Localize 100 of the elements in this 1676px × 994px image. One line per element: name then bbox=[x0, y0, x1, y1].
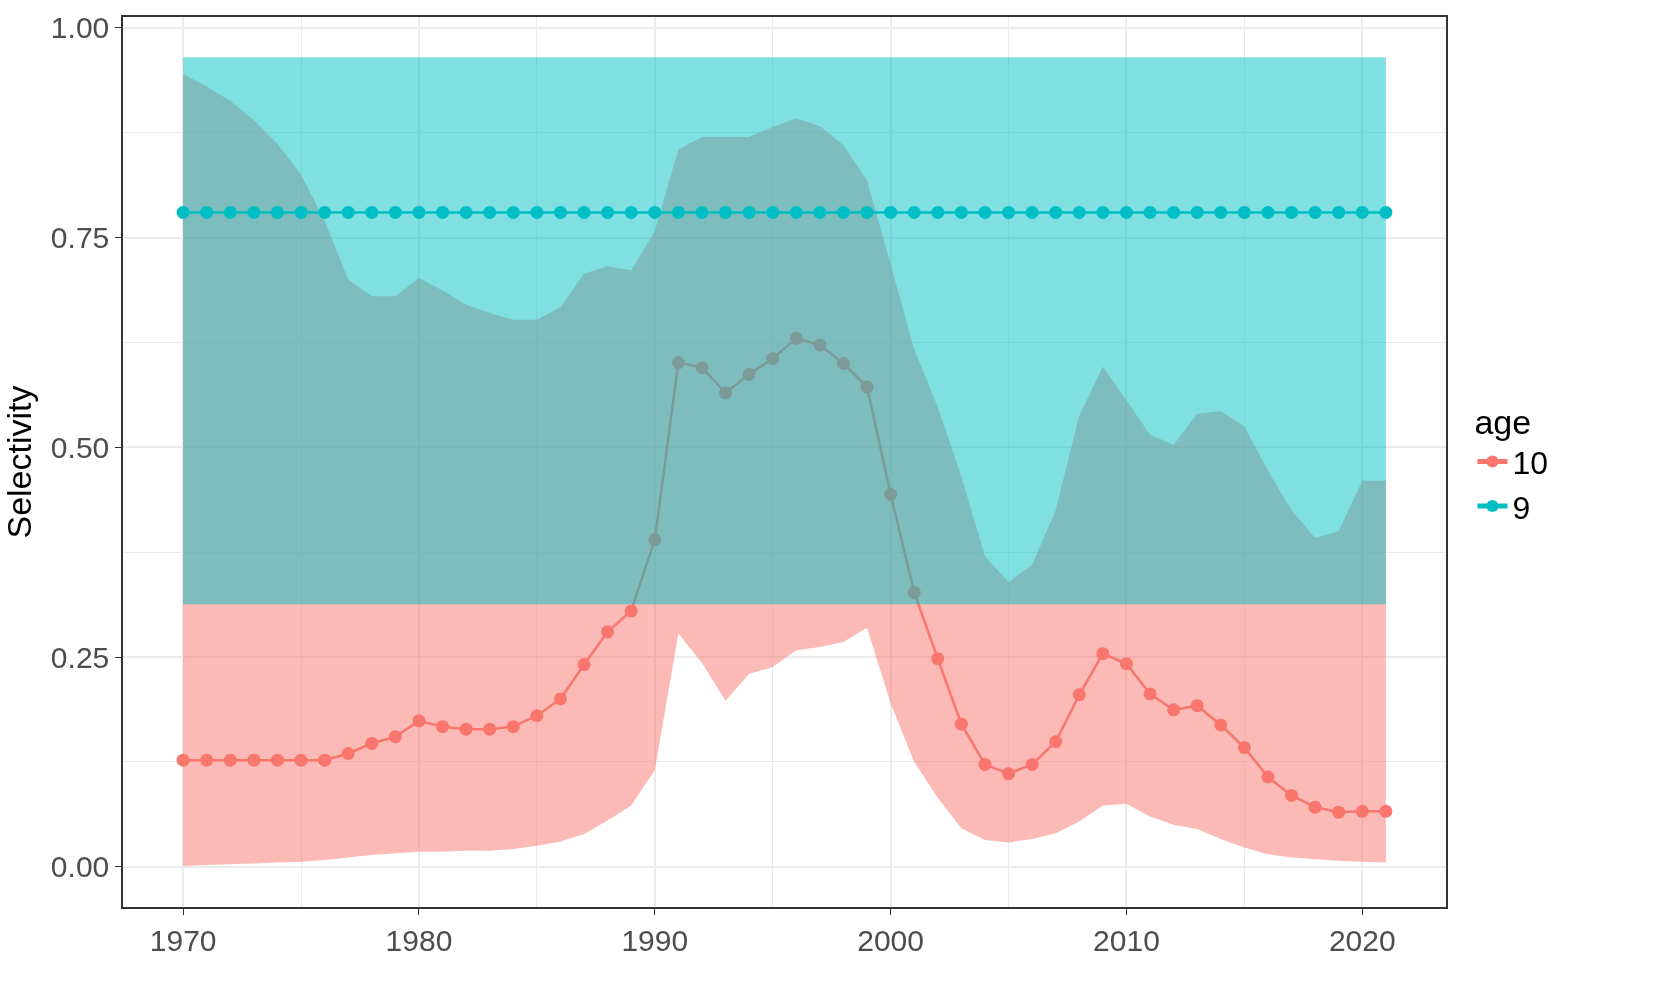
point bbox=[1285, 788, 1299, 802]
point bbox=[341, 205, 355, 219]
point bbox=[1072, 205, 1086, 219]
point bbox=[1143, 687, 1157, 701]
point bbox=[506, 720, 520, 734]
point bbox=[1049, 205, 1063, 219]
point bbox=[459, 722, 473, 736]
point bbox=[1002, 767, 1016, 781]
point bbox=[1237, 205, 1251, 219]
y-tick-label: 0.75 bbox=[50, 221, 110, 255]
point bbox=[1214, 205, 1228, 219]
point bbox=[1190, 699, 1204, 713]
point bbox=[530, 205, 544, 219]
point bbox=[483, 205, 497, 219]
x-tick-label: 1990 bbox=[621, 923, 689, 957]
point bbox=[247, 205, 261, 219]
point bbox=[341, 746, 355, 760]
point bbox=[1261, 205, 1275, 219]
y-tick-label: 0.50 bbox=[50, 430, 110, 464]
legend-title: age bbox=[1474, 403, 1532, 442]
point bbox=[436, 205, 450, 219]
point bbox=[1167, 205, 1181, 219]
point bbox=[931, 205, 945, 219]
y-tick-label: 1.00 bbox=[50, 11, 110, 45]
point bbox=[695, 205, 709, 219]
legend-label: 10 bbox=[1512, 444, 1549, 481]
point bbox=[1379, 804, 1393, 818]
point bbox=[860, 380, 874, 394]
point bbox=[200, 753, 214, 767]
point bbox=[789, 205, 803, 219]
x-tick-label: 2020 bbox=[1328, 923, 1396, 957]
point bbox=[1049, 735, 1063, 749]
point bbox=[978, 757, 992, 771]
point bbox=[1237, 741, 1251, 755]
point bbox=[176, 753, 190, 767]
point bbox=[553, 692, 567, 706]
point bbox=[954, 717, 968, 731]
point bbox=[695, 361, 709, 375]
point bbox=[459, 205, 473, 219]
point bbox=[483, 722, 497, 736]
point bbox=[624, 205, 638, 219]
point bbox=[270, 753, 284, 767]
point bbox=[836, 205, 850, 219]
point bbox=[671, 356, 685, 370]
point bbox=[1167, 703, 1181, 717]
point bbox=[530, 709, 544, 723]
point bbox=[648, 205, 662, 219]
point bbox=[954, 205, 968, 219]
point bbox=[836, 356, 850, 370]
point bbox=[506, 205, 520, 219]
point bbox=[766, 205, 780, 219]
point bbox=[294, 753, 308, 767]
point bbox=[294, 205, 308, 219]
point bbox=[648, 533, 662, 547]
point bbox=[1143, 205, 1157, 219]
point bbox=[624, 604, 638, 618]
point bbox=[884, 487, 898, 501]
point bbox=[907, 205, 921, 219]
point bbox=[1025, 205, 1039, 219]
point bbox=[1119, 205, 1133, 219]
point bbox=[412, 714, 426, 728]
point bbox=[931, 652, 945, 666]
point bbox=[1214, 718, 1228, 732]
point bbox=[766, 351, 780, 365]
point bbox=[719, 386, 733, 400]
point bbox=[577, 205, 591, 219]
point bbox=[318, 753, 332, 767]
point bbox=[1261, 770, 1275, 784]
point bbox=[388, 205, 402, 219]
point bbox=[813, 205, 827, 219]
point bbox=[1096, 647, 1110, 661]
point bbox=[436, 720, 450, 734]
point bbox=[1379, 205, 1393, 219]
point bbox=[365, 736, 379, 750]
x-tick-label: 1980 bbox=[385, 923, 453, 957]
point bbox=[671, 205, 685, 219]
point bbox=[577, 658, 591, 672]
point bbox=[1190, 205, 1204, 219]
y-tick-label: 0.00 bbox=[50, 850, 110, 884]
point bbox=[318, 205, 332, 219]
point bbox=[860, 205, 874, 219]
point bbox=[601, 205, 615, 219]
point bbox=[1072, 688, 1086, 702]
point bbox=[1119, 657, 1133, 671]
point bbox=[742, 367, 756, 381]
point bbox=[223, 753, 237, 767]
point bbox=[742, 205, 756, 219]
point bbox=[601, 625, 615, 639]
point bbox=[1285, 205, 1299, 219]
point bbox=[270, 205, 284, 219]
point bbox=[884, 205, 898, 219]
point bbox=[789, 331, 803, 345]
point bbox=[719, 205, 733, 219]
y-axis-title: Selectivity bbox=[0, 385, 38, 539]
legend-label: 9 bbox=[1512, 489, 1531, 526]
point bbox=[388, 730, 402, 744]
x-tick-label: 2010 bbox=[1093, 923, 1160, 957]
point bbox=[907, 585, 921, 599]
point bbox=[1308, 800, 1322, 814]
y-tick-label: 0.25 bbox=[50, 640, 110, 674]
